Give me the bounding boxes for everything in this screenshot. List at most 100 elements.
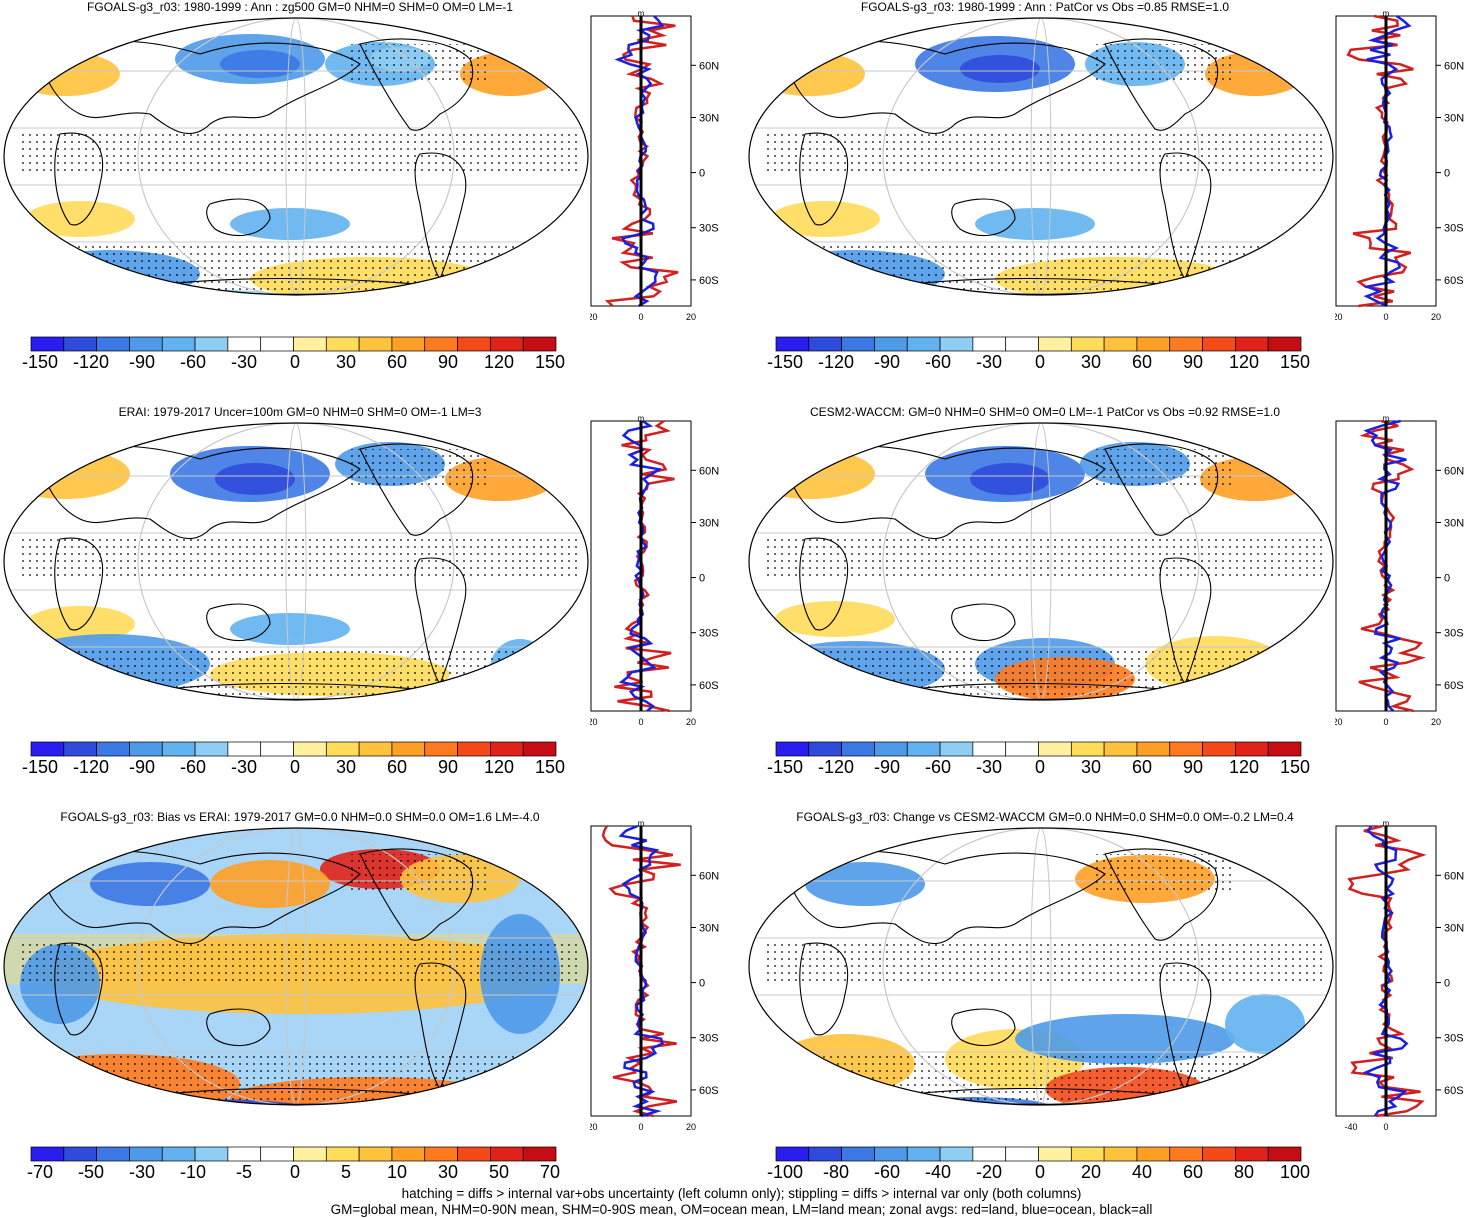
colorbar-swatch xyxy=(194,741,229,757)
stippling xyxy=(20,134,580,174)
coastline xyxy=(1159,557,1212,686)
zonal-lat-tick: 30S xyxy=(1444,628,1464,640)
zonal-value-tick: 20 xyxy=(686,717,696,727)
colorbar-label: 0 xyxy=(289,1162,301,1182)
anomaly-region xyxy=(210,860,330,908)
colorbar-label: -30 xyxy=(975,757,1003,777)
coastline xyxy=(799,942,849,1036)
colorbar-swatch xyxy=(424,741,458,757)
colorbar-swatch xyxy=(1136,1146,1171,1162)
zonal-value-tick: 0 xyxy=(638,1122,643,1132)
colorbar-swatch xyxy=(874,741,908,757)
coastline xyxy=(54,942,104,1036)
map-boundary xyxy=(3,17,589,296)
colorbar-swatch xyxy=(161,741,196,757)
coastline xyxy=(951,1008,1016,1047)
colorbar-label: 60 xyxy=(386,352,408,372)
coastline xyxy=(359,443,474,536)
colorbar-swatch xyxy=(1005,741,1039,757)
colorbar-label: -150 xyxy=(21,352,59,372)
panel-1: FGOALS-g3_r03: 1980-1999 : Ann : zg500 G… xyxy=(0,0,740,405)
colorbar-swatch xyxy=(129,336,163,352)
colorbar-swatch xyxy=(1202,336,1236,352)
zonal-lat-tick: 60N xyxy=(699,870,719,882)
panel-4: CESM2-WACCM: GM=0 NHM=0 SHM=0 OM=0 LM=-1… xyxy=(745,405,1483,810)
colorbar-swatch xyxy=(841,741,875,757)
colorbar-swatch xyxy=(1267,741,1302,757)
colorbar-label: 150 xyxy=(1279,352,1311,372)
coastline xyxy=(39,40,361,135)
colorbar-swatch xyxy=(972,1146,1007,1162)
colorbar-swatch xyxy=(1070,1146,1105,1162)
panel-title: FGOALS-g3_r03: Bias vs ERAI: 1979-2017 G… xyxy=(60,810,540,824)
colorbar-label: 60 xyxy=(386,757,408,777)
colorbar-labels: -70 -50 -30 -10 -5 0 5 10 30 50 70 xyxy=(26,1162,560,1186)
colorbar-swatch xyxy=(972,741,1007,757)
colorbar-label: 0 xyxy=(1034,352,1046,372)
colorbar-swatch xyxy=(1202,1146,1236,1162)
coastline xyxy=(206,603,271,642)
colorbar-swatch xyxy=(972,336,1007,352)
anomaly-region xyxy=(749,449,875,499)
anomaly-region xyxy=(25,606,135,642)
colorbar-label: 100 xyxy=(1279,1162,1311,1182)
map-boundary xyxy=(3,827,589,1106)
colorbar-swatch xyxy=(808,741,842,757)
anomaly-region xyxy=(805,862,925,906)
colorbar-swatch xyxy=(260,1146,294,1162)
coastline xyxy=(414,557,467,686)
zonal-value-tick: 20 xyxy=(1431,312,1441,322)
colorbar-label: -120 xyxy=(817,352,855,372)
colorbar-label: 120 xyxy=(1228,352,1260,372)
colorbar-swatch xyxy=(96,336,130,352)
zonal-lat-tick: 0 xyxy=(1444,573,1450,585)
colorbar-swatch xyxy=(939,741,974,757)
colorbar-swatch xyxy=(358,1146,393,1162)
colorbar-swatch xyxy=(490,741,524,757)
panel-title: FGOALS-g3_r03: 1980-1999 : Ann : PatCor … xyxy=(860,0,1230,14)
colorbar-label: -10 xyxy=(179,1162,207,1182)
colorbar-swatch xyxy=(522,1146,557,1162)
colorbar-swatch xyxy=(808,1146,842,1162)
colorbar-label: -70 xyxy=(26,1162,54,1182)
colorbar-label: -100 xyxy=(766,1162,804,1182)
colorbar-swatch xyxy=(490,336,524,352)
zonal-lat-tick: 30N xyxy=(1444,518,1464,530)
colorbar xyxy=(775,1146,1302,1162)
colorbar-swatch xyxy=(906,1146,941,1162)
panel-title: CESM2-WACCM: GM=0 NHM=0 SHM=0 OM=0 LM=-1… xyxy=(809,405,1281,419)
coastline xyxy=(54,537,104,631)
colorbar-swatch xyxy=(391,741,426,757)
coastline xyxy=(359,848,474,941)
colorbar-swatch xyxy=(63,741,97,757)
colorbar-label: -60 xyxy=(179,757,207,777)
colorbar-label: 40 xyxy=(1131,1162,1153,1182)
colorbar-label: 150 xyxy=(534,352,566,372)
colorbar-swatch xyxy=(1005,336,1039,352)
colorbar-swatch xyxy=(1070,336,1105,352)
colorbar-label: 0 xyxy=(1034,1162,1046,1182)
colorbar-labels: -150 -120 -90 -60 -30 0 30 60 90 120 150 xyxy=(22,757,565,781)
zonal-ocean-curve xyxy=(618,419,663,712)
colorbar-swatch xyxy=(194,1146,229,1162)
colorbar-label: 30 xyxy=(1080,352,1102,372)
zonal-mean-plot: m 60N 30N 0 30S 60S -20 0 20 xyxy=(1335,415,1464,727)
zonal-unit-label: m xyxy=(638,10,645,18)
colorbar-swatch xyxy=(874,336,908,352)
colorbar xyxy=(775,336,1302,352)
colorbar-swatch xyxy=(358,336,393,352)
stippling xyxy=(765,134,1325,174)
colorbar-label: 5 xyxy=(340,1162,352,1182)
world-map xyxy=(748,17,1334,296)
zonal-mean-plot: m 60N 30N 0 30S 60S -20 0 20 xyxy=(590,415,719,727)
panel-6: FGOALS-g3_r03: Change vs CESM2-WACCM GM=… xyxy=(745,810,1483,1215)
zonal-unit-label: m xyxy=(638,820,645,828)
zonal-land-curve xyxy=(614,419,675,713)
colorbar-label: -90 xyxy=(873,757,901,777)
zonal-lat-tick: 60N xyxy=(1444,465,1464,477)
world-map xyxy=(3,827,589,1106)
zonal-unit-label: m xyxy=(1383,10,1390,18)
coastline xyxy=(784,40,1106,135)
zonal-value-tick: 20 xyxy=(686,1122,696,1132)
colorbar-swatch xyxy=(293,741,327,757)
